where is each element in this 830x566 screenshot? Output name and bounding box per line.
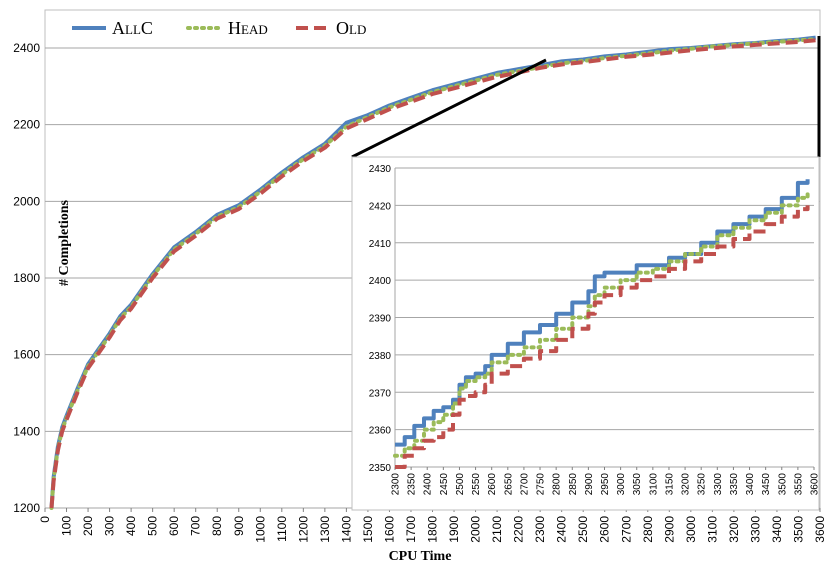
x-tick-label: 2200: [512, 516, 526, 543]
inset-x-tick-label: 3200: [681, 473, 692, 496]
inset-y-tick-label: 2380: [369, 351, 392, 362]
x-tick-label: 200: [81, 516, 95, 536]
x-tick-label: 700: [189, 516, 203, 536]
series-line-old: [49, 38, 816, 509]
y-tick-label: 2200: [13, 118, 40, 132]
x-tick-label: 1900: [447, 516, 461, 543]
inset-x-tick-label: 2300: [391, 473, 402, 496]
x-tick-label: 3500: [791, 516, 805, 543]
inset-series-line-old: [395, 205, 810, 469]
inset-x-tick-label: 3300: [713, 473, 724, 496]
inset-y-tick-label: 2410: [369, 239, 392, 250]
x-tick-label: 600: [167, 516, 181, 536]
x-tick-label: 2300: [533, 516, 547, 543]
inset-x-tick-label: 2650: [503, 473, 514, 496]
inset-y-tick-label: 2400: [369, 276, 392, 287]
legend-label-head: HEAD: [228, 18, 268, 38]
x-tick-label: 2900: [662, 516, 676, 543]
legend: ALLC HEAD OLD: [72, 18, 366, 38]
x-tick-label: 2100: [490, 516, 504, 543]
x-tick-label: 1800: [426, 516, 440, 543]
inset-x-tick-label: 2450: [439, 473, 450, 496]
inset-x-tick-label: 2750: [536, 473, 547, 496]
x-tick-label: 2800: [641, 516, 655, 543]
x-tick-label: 500: [146, 516, 160, 536]
x-tick-label: 2500: [576, 516, 590, 543]
x-tick-label: 2600: [598, 516, 612, 543]
y-tick-label: 2000: [13, 194, 40, 208]
x-tick-label: 2700: [619, 516, 633, 543]
x-axis-title: CPU Time: [389, 549, 452, 564]
x-tick-label: 0: [38, 516, 52, 523]
x-tick-label: 400: [124, 516, 138, 536]
inset-x-tick-label: 3050: [632, 473, 643, 496]
x-tick-label: 2400: [555, 516, 569, 543]
x-tick-label: 2000: [469, 516, 483, 543]
x-tick-label: 3400: [770, 516, 784, 543]
x-tick-label: 1000: [253, 516, 267, 543]
inset-x-tick-label: 2850: [568, 473, 579, 496]
x-tick-label: 1600: [382, 516, 396, 543]
inset-x-tick-label: 2900: [584, 473, 595, 496]
x-tick-label: 3300: [748, 516, 762, 543]
x-tick-label: 800: [210, 516, 224, 536]
y-axis-title: # Completions: [57, 199, 72, 286]
main-series-lines: [49, 35, 818, 510]
x-tick-label: 1200: [296, 516, 310, 543]
x-tick-label: 1100: [275, 516, 289, 542]
legend-label-old: OLD: [336, 18, 366, 38]
inset-y-tick-label: 2420: [369, 201, 392, 212]
inset-x-tick-label: 2550: [471, 473, 482, 496]
x-tick-label: 900: [232, 516, 246, 536]
inset-x-tick-label: 3600: [810, 473, 821, 496]
inset-x-tick-label: 3350: [729, 473, 740, 496]
x-tick-label: 3000: [684, 516, 698, 543]
y-tick-label: 1800: [13, 271, 40, 285]
y-tick-label: 1400: [13, 424, 40, 438]
inset-y-tick-label: 2360: [369, 426, 392, 437]
inset-x-tick-label: 2800: [552, 473, 563, 496]
x-tick-label: 3600: [813, 516, 827, 543]
inset-x-tick-label: 2500: [455, 473, 466, 496]
inset-x-tick-label: 2700: [519, 473, 530, 496]
inset-x-tick-label: 3100: [648, 473, 659, 496]
y-tick-label: 1600: [13, 348, 40, 362]
inset-x-tick-label: 3550: [793, 473, 804, 496]
inset-y-tick-label: 2350: [369, 463, 392, 474]
y-tick-label: 2400: [13, 41, 40, 55]
inset-series-line-head: [393, 192, 810, 458]
x-tick-label: 100: [60, 516, 74, 536]
x-tick-label: 300: [103, 516, 117, 536]
y-tick-label: 1200: [13, 501, 40, 515]
inset-x-tick-label: 2350: [407, 473, 418, 496]
inset-x-tick-label: 2600: [487, 473, 498, 496]
inset-x-tick-label: 2950: [600, 473, 611, 496]
zoom-connector-left: [351, 58, 547, 159]
inset-x-tick-label: 3400: [745, 473, 756, 496]
inset-x-tick-label: 3250: [697, 473, 708, 496]
main-tick-labels: 1200 1400 1600 1800 2000 2200 2400 0 100 200 300 40…: [13, 41, 827, 543]
x-tick-label: 1500: [361, 516, 375, 543]
inset-x-tick-label: 3000: [616, 473, 627, 496]
x-tick-label: 1400: [339, 516, 353, 543]
legend-label-allc: ALLC: [112, 18, 153, 38]
inset-chart: 2350 2360 2370 2380 2390 2400 2410 2420 2430 2300…: [351, 156, 821, 511]
inset-x-tick-label: 3500: [777, 473, 788, 496]
inset-y-tick-label: 2430: [369, 164, 392, 175]
x-tick-label: 3200: [727, 516, 741, 543]
inset-x-tick-label: 3450: [761, 473, 772, 496]
inset-panel: [351, 156, 820, 511]
inset-x-tick-label: 2400: [423, 473, 434, 496]
inset-x-tick-label: 3150: [664, 473, 675, 496]
x-tick-label: 1700: [404, 516, 418, 543]
zoom-connectors: [351, 36, 821, 159]
x-tick-label: 3100: [705, 516, 719, 543]
x-tick-label: 1300: [318, 516, 332, 543]
inset-y-tick-label: 2370: [369, 388, 392, 399]
inset-y-tick-label: 2390: [369, 314, 392, 325]
